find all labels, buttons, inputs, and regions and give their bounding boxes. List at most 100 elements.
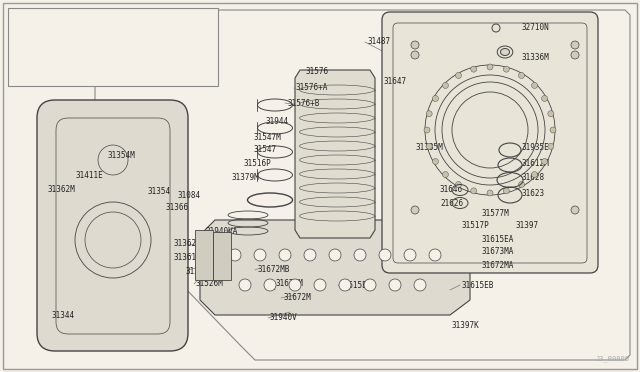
- Text: 31547M: 31547M: [254, 132, 282, 141]
- Text: 31397K: 31397K: [452, 321, 480, 330]
- Circle shape: [470, 188, 477, 194]
- Circle shape: [571, 206, 579, 214]
- Text: 31526M: 31526M: [196, 279, 224, 289]
- Circle shape: [433, 96, 438, 102]
- Text: 31646: 31646: [440, 186, 463, 195]
- Circle shape: [456, 73, 461, 78]
- Text: 31336M: 31336M: [521, 54, 548, 62]
- Text: BELONGS.: BELONGS.: [14, 70, 68, 79]
- Circle shape: [532, 83, 538, 89]
- Text: 31335M: 31335M: [415, 144, 443, 153]
- Circle shape: [404, 249, 416, 261]
- Text: 31397: 31397: [515, 221, 538, 230]
- Circle shape: [329, 249, 341, 261]
- Text: 32710N: 32710N: [521, 23, 548, 32]
- Circle shape: [518, 73, 525, 78]
- Circle shape: [364, 279, 376, 291]
- Text: 31615EB: 31615EB: [462, 280, 494, 289]
- Text: 31940V: 31940V: [270, 314, 298, 323]
- Bar: [195, 230, 213, 280]
- Text: 31362: 31362: [174, 240, 197, 248]
- Text: WHICH RESPECTIVE PART CODE: WHICH RESPECTIVE PART CODE: [14, 54, 156, 63]
- Circle shape: [487, 190, 493, 196]
- Text: 31576: 31576: [305, 67, 328, 77]
- Circle shape: [314, 279, 326, 291]
- Text: 31576+B: 31576+B: [287, 99, 319, 108]
- Text: 31411E: 31411E: [76, 170, 104, 180]
- Text: 31672MB: 31672MB: [257, 266, 289, 275]
- Text: 31615EA: 31615EA: [482, 234, 515, 244]
- Text: 31612M: 31612M: [521, 158, 548, 167]
- Text: 31940VA: 31940VA: [206, 228, 238, 237]
- Circle shape: [541, 158, 548, 164]
- Text: 31517P: 31517P: [461, 221, 489, 231]
- Text: 21626: 21626: [440, 199, 463, 208]
- Circle shape: [532, 171, 538, 177]
- Text: 31084: 31084: [178, 190, 201, 199]
- Circle shape: [414, 279, 426, 291]
- Text: J3_P0000: J3_P0000: [596, 355, 630, 362]
- Circle shape: [339, 279, 351, 291]
- Text: 31672MA: 31672MA: [482, 260, 515, 269]
- Text: 31628: 31628: [521, 173, 544, 183]
- Text: 31576+A: 31576+A: [296, 83, 328, 93]
- Circle shape: [229, 249, 241, 261]
- Text: 31615E: 31615E: [340, 280, 368, 289]
- FancyBboxPatch shape: [37, 100, 188, 351]
- Circle shape: [411, 51, 419, 59]
- Polygon shape: [295, 70, 375, 238]
- Text: 31547: 31547: [254, 145, 277, 154]
- Circle shape: [548, 111, 554, 117]
- Circle shape: [503, 66, 509, 72]
- Circle shape: [411, 41, 419, 49]
- Circle shape: [354, 249, 366, 261]
- Text: NOTE; COMPONENT PARTS OF 31397K: NOTE; COMPONENT PARTS OF 31397K: [14, 22, 165, 31]
- Circle shape: [456, 182, 461, 187]
- Circle shape: [429, 249, 441, 261]
- Circle shape: [426, 111, 432, 117]
- Text: 31356: 31356: [186, 266, 209, 276]
- Text: 31379M: 31379M: [232, 173, 260, 182]
- Circle shape: [550, 127, 556, 133]
- Text: 31647: 31647: [383, 77, 406, 87]
- Text: 31623: 31623: [521, 189, 544, 198]
- Text: 31672M: 31672M: [283, 294, 311, 302]
- Circle shape: [442, 83, 449, 89]
- Circle shape: [571, 41, 579, 49]
- Text: 31361: 31361: [174, 253, 197, 263]
- Circle shape: [487, 64, 493, 70]
- Circle shape: [541, 96, 548, 102]
- Text: 31935E: 31935E: [521, 144, 548, 153]
- Text: 31366: 31366: [165, 203, 188, 212]
- FancyBboxPatch shape: [382, 12, 598, 273]
- Circle shape: [433, 158, 438, 164]
- Bar: [213, 232, 231, 280]
- Text: 31344: 31344: [52, 311, 75, 321]
- Circle shape: [289, 279, 301, 291]
- Circle shape: [424, 127, 430, 133]
- Circle shape: [379, 249, 391, 261]
- Circle shape: [389, 279, 401, 291]
- Circle shape: [264, 279, 276, 291]
- Circle shape: [442, 171, 449, 177]
- Ellipse shape: [500, 48, 509, 55]
- Circle shape: [304, 249, 316, 261]
- Circle shape: [411, 206, 419, 214]
- Circle shape: [518, 182, 525, 187]
- Circle shape: [548, 143, 554, 149]
- Circle shape: [254, 249, 266, 261]
- Polygon shape: [200, 220, 470, 315]
- Text: 31487: 31487: [367, 38, 390, 46]
- Circle shape: [239, 279, 251, 291]
- Text: 31354: 31354: [148, 187, 171, 196]
- Bar: [8, 8, 218, 86]
- Text: 31944: 31944: [265, 118, 288, 126]
- Text: 31354M: 31354M: [108, 151, 136, 160]
- Circle shape: [571, 51, 579, 59]
- Text: 31516P: 31516P: [243, 158, 271, 167]
- Text: 31673MA: 31673MA: [482, 247, 515, 257]
- Text: ARE LISTED IN THE SECTION IN: ARE LISTED IN THE SECTION IN: [14, 38, 165, 47]
- Circle shape: [426, 143, 432, 149]
- Circle shape: [470, 66, 477, 72]
- Text: 31362M: 31362M: [48, 186, 76, 195]
